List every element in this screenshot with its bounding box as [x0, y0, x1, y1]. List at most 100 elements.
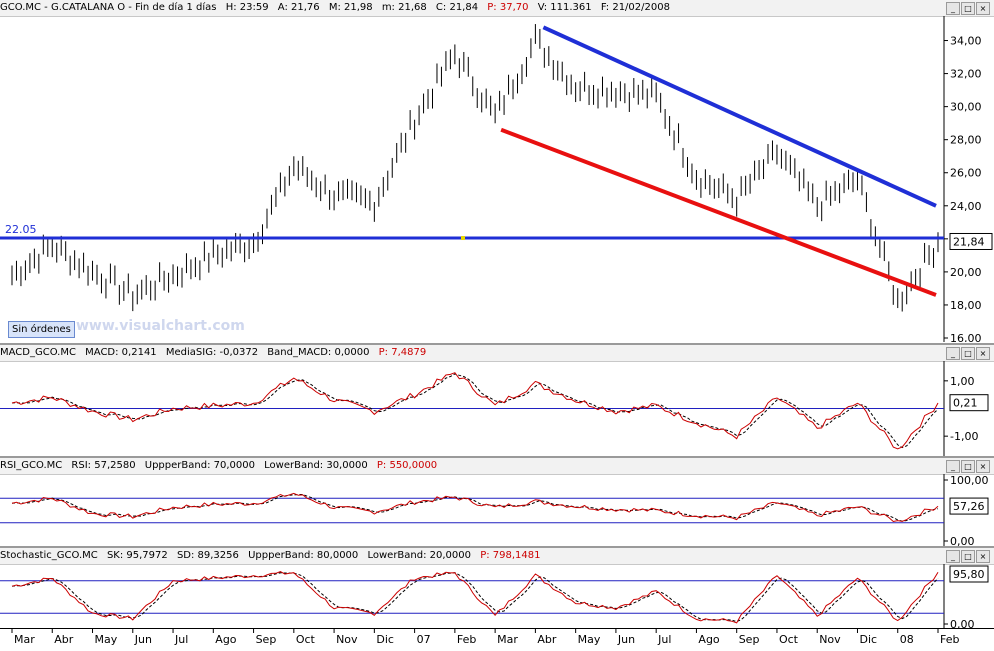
watermark-text: www.visualchart.com	[76, 318, 245, 334]
macd-chart: 1,00 -1,00 0,21	[0, 361, 989, 456]
macd-header: MACD_GCO.MC MACD: 0,2141 MediaSIG: -0,03…	[0, 345, 994, 362]
close-button[interactable]: ×	[976, 347, 990, 360]
x-tick-label: Jul	[174, 633, 188, 646]
stoch-chart: 0,00 95,80	[0, 564, 989, 630]
x-tick-label: Sep	[739, 633, 760, 646]
macd-signal: MediaSIG: -0,0372	[165, 347, 259, 358]
stoch-upper: UppperBand: 80,0000	[248, 550, 359, 561]
header-v: V: 111.361	[537, 2, 592, 13]
minimize-button[interactable]: _	[946, 550, 960, 563]
header-m: M: 21,98	[328, 2, 373, 13]
minimize-button[interactable]: _	[946, 460, 960, 473]
price-last-box	[949, 232, 993, 250]
price-panel[interactable]: GCO.MC - G.CATALANA O - Fin de día 1 día…	[0, 0, 994, 342]
price-symbol: GCO.MC - G.CATALANA O - Fin de día 1 día…	[0, 2, 217, 13]
x-tick-label: Feb	[457, 633, 476, 646]
header-c: C: 21,84	[435, 2, 479, 13]
rsi-name: RSI_GCO.MC	[0, 460, 63, 471]
x-tick-label: 08	[900, 633, 914, 646]
price-ytick-label: 24,00	[950, 200, 982, 213]
x-tick-label: Jun	[617, 633, 635, 646]
price-ytick-label: 26,00	[950, 167, 982, 180]
stoch-p: P: 798,1481	[480, 550, 541, 561]
sin-ordenes-button[interactable]: Sin órdenes	[8, 321, 75, 338]
stoch-lower: LowerBand: 20,0000	[367, 550, 471, 561]
close-button[interactable]: ×	[976, 550, 990, 563]
rsi-series-line	[11, 492, 939, 523]
x-tick-label: Nov	[819, 633, 841, 646]
header-h: H: 23:59	[225, 2, 269, 13]
stoch-signal-line	[11, 572, 939, 623]
price-chart: 16,0018,0020,0022,0024,0026,0028,0030,00…	[0, 16, 993, 342]
macd-ytick-label: 1,00	[950, 375, 975, 388]
x-tick-label: Mar	[497, 633, 518, 646]
price-ytick-label: 34,00	[950, 35, 982, 48]
rsi-signal-line	[11, 494, 939, 522]
header-low: m: 21,68	[381, 2, 427, 13]
stoch-sk: SK: 95,7972	[106, 550, 168, 561]
rsi-last-box	[949, 497, 989, 515]
x-tick-label: Jun	[134, 633, 152, 646]
minimize-button[interactable]: _	[946, 347, 960, 360]
time-axis: Mar Abr May Jun Jul Ago Sep Oct Nov Dic 07 Feb Mar Ab…	[0, 628, 994, 647]
close-button[interactable]: ×	[976, 460, 990, 473]
trendline-upper	[542, 25, 937, 208]
macd-series-line	[11, 372, 939, 450]
macd-p: P: 7,4879	[378, 347, 427, 358]
stoch-last-box	[949, 565, 989, 583]
support-marker	[461, 236, 465, 241]
stoch-series-line	[11, 571, 939, 624]
macd-band: Band_MACD: 0,0000	[267, 347, 370, 358]
rsi-header: RSI_GCO.MC RSI: 57,2580 UppperBand: 70,0…	[0, 458, 994, 475]
x-tick-label: Feb	[940, 633, 959, 646]
x-tick-label: Mar	[14, 633, 35, 646]
macd-panel[interactable]: MACD_GCO.MC MACD: 0,2141 MediaSIG: -0,03…	[0, 343, 994, 456]
rsi-p: P: 550,0000	[376, 460, 438, 471]
x-tick-label: Dic	[376, 633, 394, 646]
rsi-chart: 0,00 100,00 57,26	[0, 474, 989, 547]
stoch-header: Stochastic_GCO.MC SK: 95,7972 SD: 89,325…	[0, 548, 994, 565]
trendline-lower	[500, 127, 937, 297]
price-last-value: 21,84	[953, 235, 985, 248]
header-p: P: 37,70	[487, 2, 529, 13]
stoch-ytick-label: 0,00	[950, 618, 975, 630]
stoch-window-buttons: _ □ ×	[946, 550, 990, 563]
x-tick-label: 07	[417, 633, 431, 646]
price-header: GCO.MC - G.CATALANA O - Fin de día 1 día…	[0, 0, 994, 17]
stoch-panel[interactable]: Stochastic_GCO.MC SK: 95,7972 SD: 89,325…	[0, 546, 994, 630]
x-tick-label: Ago	[698, 633, 720, 646]
minimize-button[interactable]: _	[946, 2, 960, 15]
macd-ytick-label: -1,00	[950, 430, 978, 443]
x-tick-label: Oct	[296, 633, 316, 646]
price-ytick-label: 18,00	[950, 299, 982, 312]
x-tick-label: May	[578, 633, 601, 646]
macd-value: MACD: 0,2141	[85, 347, 157, 358]
header-a: A: 21,76	[277, 2, 320, 13]
window-buttons: _ □ ×	[946, 2, 990, 15]
restore-button[interactable]: □	[961, 460, 975, 473]
rsi-ytick-label: 0,00	[950, 535, 975, 547]
macd-last-box	[949, 394, 989, 412]
x-tick-label: Abr	[54, 633, 74, 646]
stoch-last-value: 95,80	[953, 568, 985, 581]
x-tick-label: Sep	[256, 633, 277, 646]
x-tick-label: Nov	[336, 633, 358, 646]
restore-button[interactable]: □	[961, 347, 975, 360]
close-button[interactable]: ×	[976, 2, 990, 15]
restore-button[interactable]: □	[961, 2, 975, 15]
rsi-last-value: 57,26	[953, 500, 985, 513]
x-tick-label: Abr	[537, 633, 557, 646]
x-tick-label: Oct	[779, 633, 799, 646]
price-ytick-label: 20,00	[950, 266, 982, 279]
price-ytick-label: 32,00	[950, 68, 982, 81]
restore-button[interactable]: □	[961, 550, 975, 563]
rsi-lower: LowerBand: 30,0000	[264, 460, 368, 471]
rsi-panel[interactable]: RSI_GCO.MC RSI: 57,2580 UppperBand: 70,0…	[0, 456, 994, 547]
x-tick-label: Dic	[859, 633, 877, 646]
x-tick-label: Ago	[215, 633, 237, 646]
macd-name: MACD_GCO.MC	[0, 347, 76, 358]
price-ytick-label: 28,00	[950, 134, 982, 147]
macd-last-value: 0,21	[953, 397, 978, 410]
x-tick-label: Jul	[657, 633, 671, 646]
